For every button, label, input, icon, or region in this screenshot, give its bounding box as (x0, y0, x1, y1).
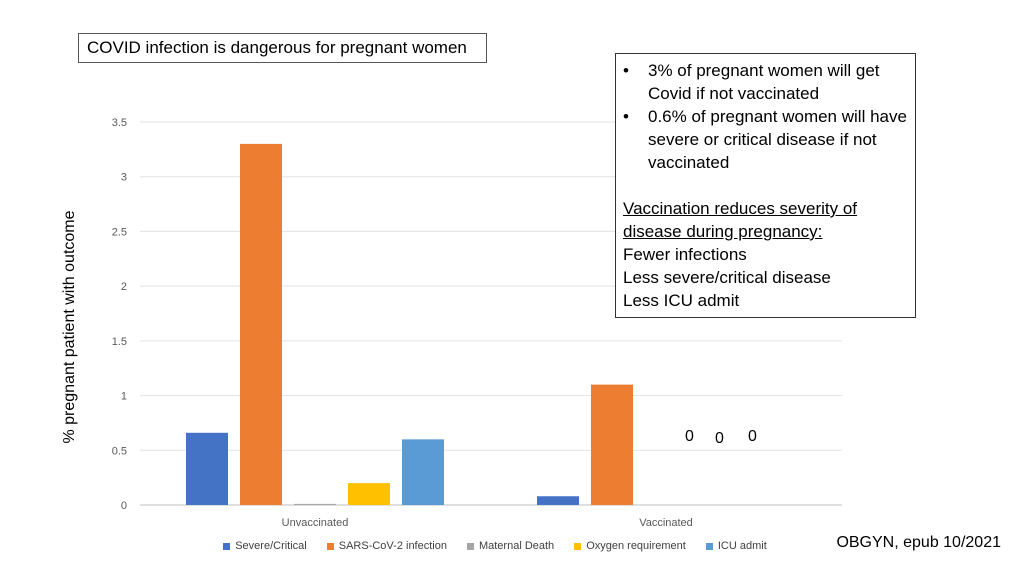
legend-label: Severe/Critical (235, 540, 307, 552)
info-bullet-list: • 3% of pregnant women will get Covid if… (623, 59, 909, 174)
spacer (623, 174, 909, 197)
info-heading: Vaccination reduces severity of disease … (623, 199, 858, 241)
bar (348, 483, 390, 505)
source-citation: OBGYN, epub 10/2021 (836, 534, 1001, 551)
y-axis-label: % pregnant patient with outcome (61, 210, 78, 444)
legend-swatch (574, 542, 582, 550)
chart-legend: Severe/Critical SARS-CoV-2 infection Mat… (0, 540, 990, 552)
legend-item-maternal-death: Maternal Death (466, 540, 555, 552)
bar (240, 143, 282, 505)
info-line: Less severe/critical disease (623, 268, 831, 287)
info-bullet: • 0.6% of pregnant women will have sever… (623, 105, 909, 174)
info-bullet-text: 0.6% of pregnant women will have severe … (648, 107, 907, 172)
legend-label: SARS-CoV-2 infection (338, 540, 447, 552)
legend-item-icu: ICU admit (705, 540, 767, 552)
info-bullet: • 3% of pregnant women will get Covid if… (623, 59, 909, 105)
y-tick-label: 1.5 (112, 336, 127, 348)
info-line: Fewer infections (623, 245, 747, 264)
y-tick-label: 0 (121, 500, 127, 512)
zero-annotation-3: 0 (748, 428, 757, 445)
legend-item-severe: Severe/Critical (223, 540, 307, 552)
bullet-icon: • (623, 107, 629, 126)
y-tick-label: 2.5 (112, 226, 127, 238)
zero-annotation-2: 0 (715, 430, 724, 447)
legend-swatch (466, 542, 474, 550)
info-bullet-text: 3% of pregnant women will get Covid if n… (648, 61, 880, 103)
zero-annotation-1: 0 (685, 428, 694, 445)
legend-label: ICU admit (717, 540, 767, 552)
bar (537, 496, 579, 505)
x-category-label: Unvaccinated (282, 517, 349, 529)
bar (186, 432, 228, 505)
info-line: Less ICU admit (623, 291, 740, 310)
legend-label: Oxygen requirement (586, 540, 686, 552)
title-box: COVID infection is dangerous for pregnan… (78, 33, 487, 63)
legend-swatch (326, 542, 334, 550)
bar (402, 439, 444, 505)
bar (591, 384, 633, 505)
legend-swatch (705, 542, 713, 550)
x-category-label: Vaccinated (639, 517, 693, 529)
legend-label: Maternal Death (478, 540, 555, 552)
y-tick-label: 3 (121, 172, 127, 184)
legend-item-oxygen: Oxygen requirement (574, 540, 686, 552)
y-tick-label: 0.5 (112, 445, 127, 457)
legend-swatch (223, 542, 231, 550)
y-tick-label: 3.5 (112, 117, 127, 129)
y-tick-label: 1 (121, 391, 127, 403)
info-box: • 3% of pregnant women will get Covid if… (615, 53, 916, 318)
bullet-icon: • (623, 61, 629, 80)
legend-item-infection: SARS-CoV-2 infection (326, 540, 447, 552)
bar (294, 503, 336, 505)
y-tick-label: 2 (121, 281, 127, 293)
